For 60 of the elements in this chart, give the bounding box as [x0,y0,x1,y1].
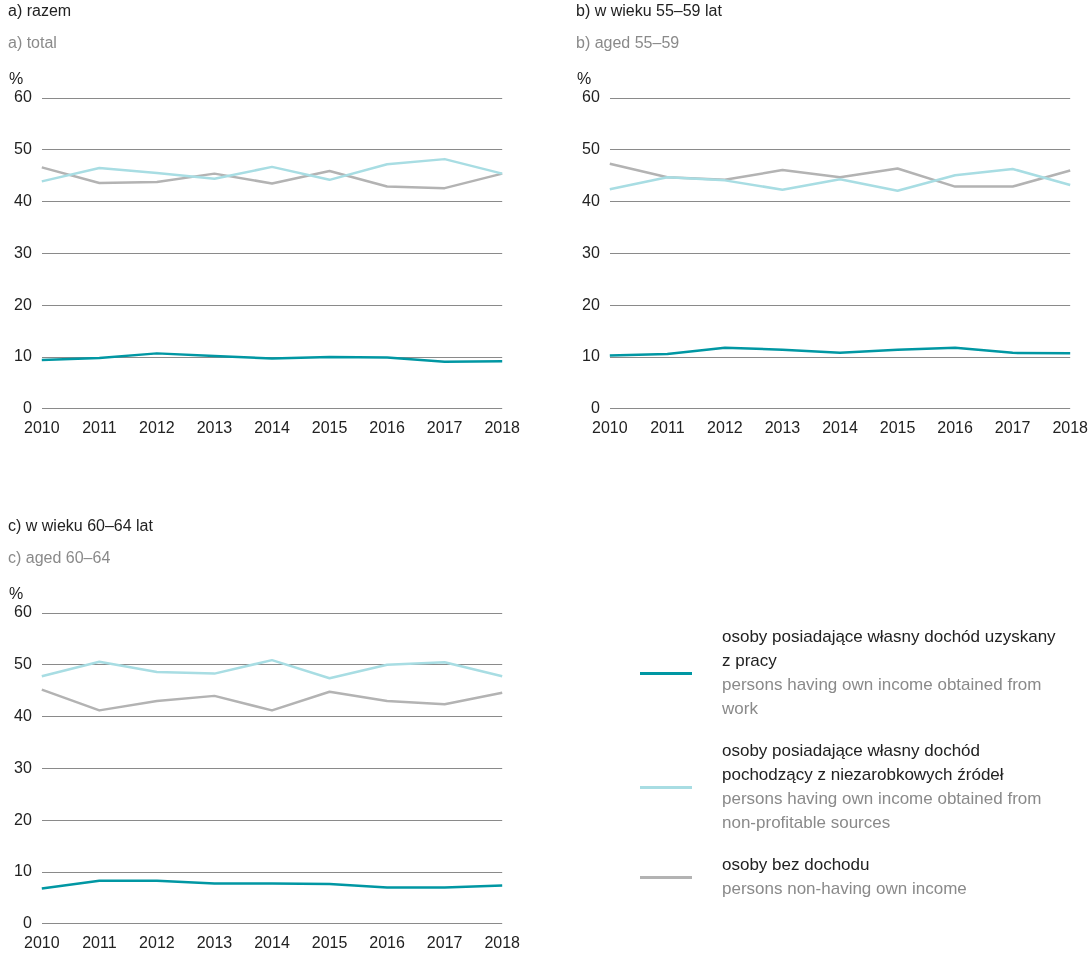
x-tick-label: 2014 [254,418,290,436]
chart-subtitle: a) total [8,34,57,52]
y-axis-title: % [8,585,24,602]
x-tick-label: 2011 [82,418,117,436]
y-tick-label: 60 [14,88,32,106]
chart-title: a) razem [8,2,72,20]
x-tick-label: 2013 [196,418,233,436]
x-tick-label: 2012 [707,418,743,436]
x-tick-label: 2016 [369,933,405,951]
x-tick-label: 2012 [139,933,175,951]
x-tick-label: 2017 [426,418,463,436]
y-tick-label: 30 [582,243,600,261]
x-tick-label: 2014 [254,933,290,951]
x-tick-label: 2011 [82,933,117,951]
x-tick-label: 2018 [1052,418,1088,436]
x-tick-label: 2015 [879,418,916,436]
y-tick-label: 50 [14,655,32,673]
chart-title: b) w wieku 55–59 lat [576,2,722,20]
y-tick-label: 10 [582,347,600,365]
x-tick-label: 2011 [650,418,685,436]
y-tick-label: 20 [14,295,32,313]
legend-label: osoby bez dochodu persons non-having own income [722,854,968,900]
x-tick-label: 2010 [24,933,60,951]
y-tick-label: 40 [14,707,32,725]
x-tick-label: 2016 [369,418,405,436]
y-tick-label: 0 [22,399,32,417]
y-tick-label: 0 [590,399,600,417]
x-tick-label: 2017 [426,933,463,951]
y-tick-label: 40 [14,192,32,210]
y-tick-label: 60 [582,88,600,106]
y-tick-label: 50 [582,140,600,158]
y-tick-label: 10 [14,347,32,365]
y-axis-title: % [576,70,592,87]
x-tick-label: 2013 [764,418,801,436]
x-tick-label: 2018 [484,418,521,436]
y-tick-label: 50 [14,140,32,158]
x-tick-label: 2010 [24,418,60,436]
y-tick-label: 40 [582,192,600,210]
legend-label: osoby posiadające własny dochód uzyskany z pracy persons having own income obtained from work [722,626,1057,720]
x-tick-label: 2014 [822,418,858,436]
x-tick-label: 2016 [937,418,973,436]
y-tick-label: 20 [582,295,600,313]
x-tick-label: 2015 [311,418,348,436]
y-axis-title: % [8,70,24,87]
x-tick-label: 2010 [592,418,628,436]
y-tick-label: 30 [14,243,32,261]
y-tick-label: 0 [22,914,32,932]
x-tick-label: 2017 [994,418,1031,436]
chart-subtitle: c) aged 60–64 [8,549,111,567]
y-tick-label: 20 [14,810,32,828]
chart-title: c) w wieku 60–64 lat [8,517,153,535]
y-tick-label: 60 [14,603,32,621]
x-tick-label: 2015 [311,933,348,951]
y-tick-label: 30 [14,758,32,776]
y-tick-label: 10 [14,862,32,880]
x-tick-label: 2013 [196,933,233,951]
x-tick-label: 2012 [139,418,175,436]
chart-subtitle: b) aged 55–59 [576,34,680,52]
x-tick-label: 2018 [484,933,521,951]
legend-label: osoby posiadające własny dochód pochodzący z niezarobkowych źródeł persons having own income obtained from non-profitable sources [722,740,1043,834]
